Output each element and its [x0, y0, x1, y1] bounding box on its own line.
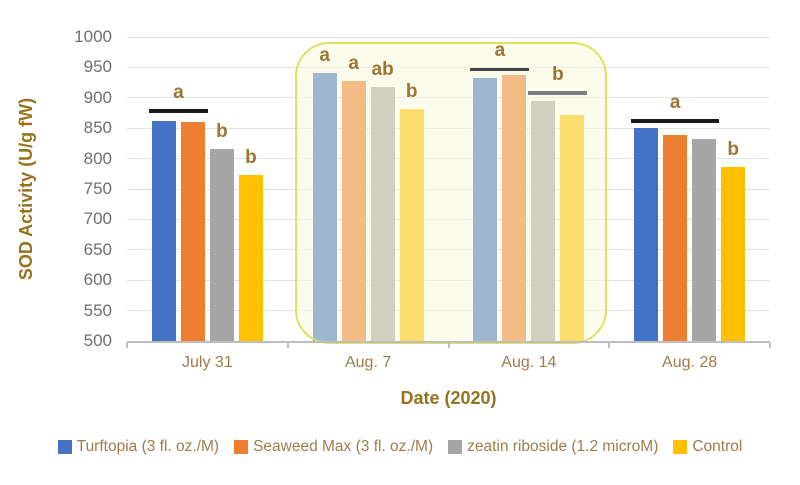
y-tick-label-700: 700 [83, 209, 112, 229]
legend-label-seaweed-max: Seaweed Max (3 fl. oz./M) [253, 438, 434, 455]
x-axis-line [127, 341, 770, 343]
bar-july-31-2 [209, 149, 234, 341]
legend-swatch-gray [448, 440, 463, 454]
legend-item-zeatin-riboside: zeatin riboside (1.2 microM) [448, 438, 658, 456]
significance-letter-line-3: a [669, 91, 681, 113]
significance-line-0 [148, 109, 208, 113]
x-axis-tick-3 [608, 343, 611, 348]
significance-letter-bar-1: b [245, 147, 257, 169]
y-tick-label-1000: 1000 [74, 27, 112, 46]
x-axis-tick-2 [447, 343, 450, 348]
y-tick-label-550: 550 [83, 300, 112, 320]
gridline-1000 [127, 36, 770, 38]
bar-july-31-3 [238, 175, 263, 341]
significance-letter-bar-5: b [405, 80, 418, 102]
bar-july-31-1 [180, 122, 205, 341]
legend: Turftopia (3 fl. oz./M) Seaweed Max (3 f… [0, 438, 800, 456]
x-axis-tick-1 [286, 343, 289, 348]
x-tick-label-aug-7: Aug. 7 [344, 354, 392, 371]
x-tick-label-july-31: July 31 [182, 354, 233, 371]
bar-aug-28-1 [663, 134, 688, 341]
y-tick-label-900: 900 [83, 87, 112, 107]
highlight-region [294, 42, 608, 344]
y-tick-label-850: 850 [83, 118, 112, 138]
y-axis-title: SOD Activity (U/g fW) [16, 97, 36, 281]
significance-letter-bar-6: b [727, 138, 739, 160]
legend-swatch-orange [234, 440, 249, 454]
y-tick-label-800: 800 [83, 148, 112, 168]
significance-letter-line-2: b [552, 63, 564, 85]
significance-line-1 [470, 67, 530, 72]
legend-label-zeatin-riboside: zeatin riboside (1.2 microM) [467, 438, 659, 455]
y-tick-label-950: 950 [83, 57, 112, 77]
legend-label-turftopia: Turftopia (3 fl. oz./M) [76, 438, 220, 455]
bar-aug-28-0 [634, 128, 659, 341]
x-axis-title: Date (2020) [400, 388, 497, 408]
significance-line-3 [631, 119, 720, 123]
legend-swatch-yellow [673, 440, 688, 454]
bar-july-31-0 [151, 120, 176, 341]
legend-item-seaweed-max: Seaweed Max (3 fl. oz./M) [234, 438, 433, 456]
bar-aug-28-2 [692, 138, 717, 341]
legend-label-control: Control [692, 438, 743, 455]
y-tick-label-600: 600 [83, 270, 112, 290]
significance-letter-bar-0: b [216, 121, 228, 143]
significance-letter-line-1: a [494, 40, 506, 62]
x-axis-tick-4 [769, 343, 771, 348]
x-tick-label-aug-28: Aug. 28 [662, 354, 718, 371]
significance-letter-bar-3: a [348, 53, 359, 75]
significance-line-2 [528, 91, 588, 95]
x-axis-tick-0 [126, 343, 128, 348]
significance-letter-bar-2: a [319, 45, 330, 67]
legend-item-turftopia: Turftopia (3 fl. oz./M) [57, 438, 220, 456]
significance-letter-bar-4: ab [371, 59, 394, 81]
y-tick-label-500: 500 [83, 331, 112, 350]
significance-letter-line-0: a [173, 81, 184, 103]
legend-item-control: Control [673, 438, 742, 456]
x-tick-label-aug-14: Aug. 14 [501, 354, 557, 371]
y-tick-label-750: 750 [83, 179, 112, 198]
y-tick-label-650: 650 [83, 239, 112, 259]
bar-aug-28-3 [721, 166, 746, 341]
legend-swatch-blue [57, 440, 72, 454]
